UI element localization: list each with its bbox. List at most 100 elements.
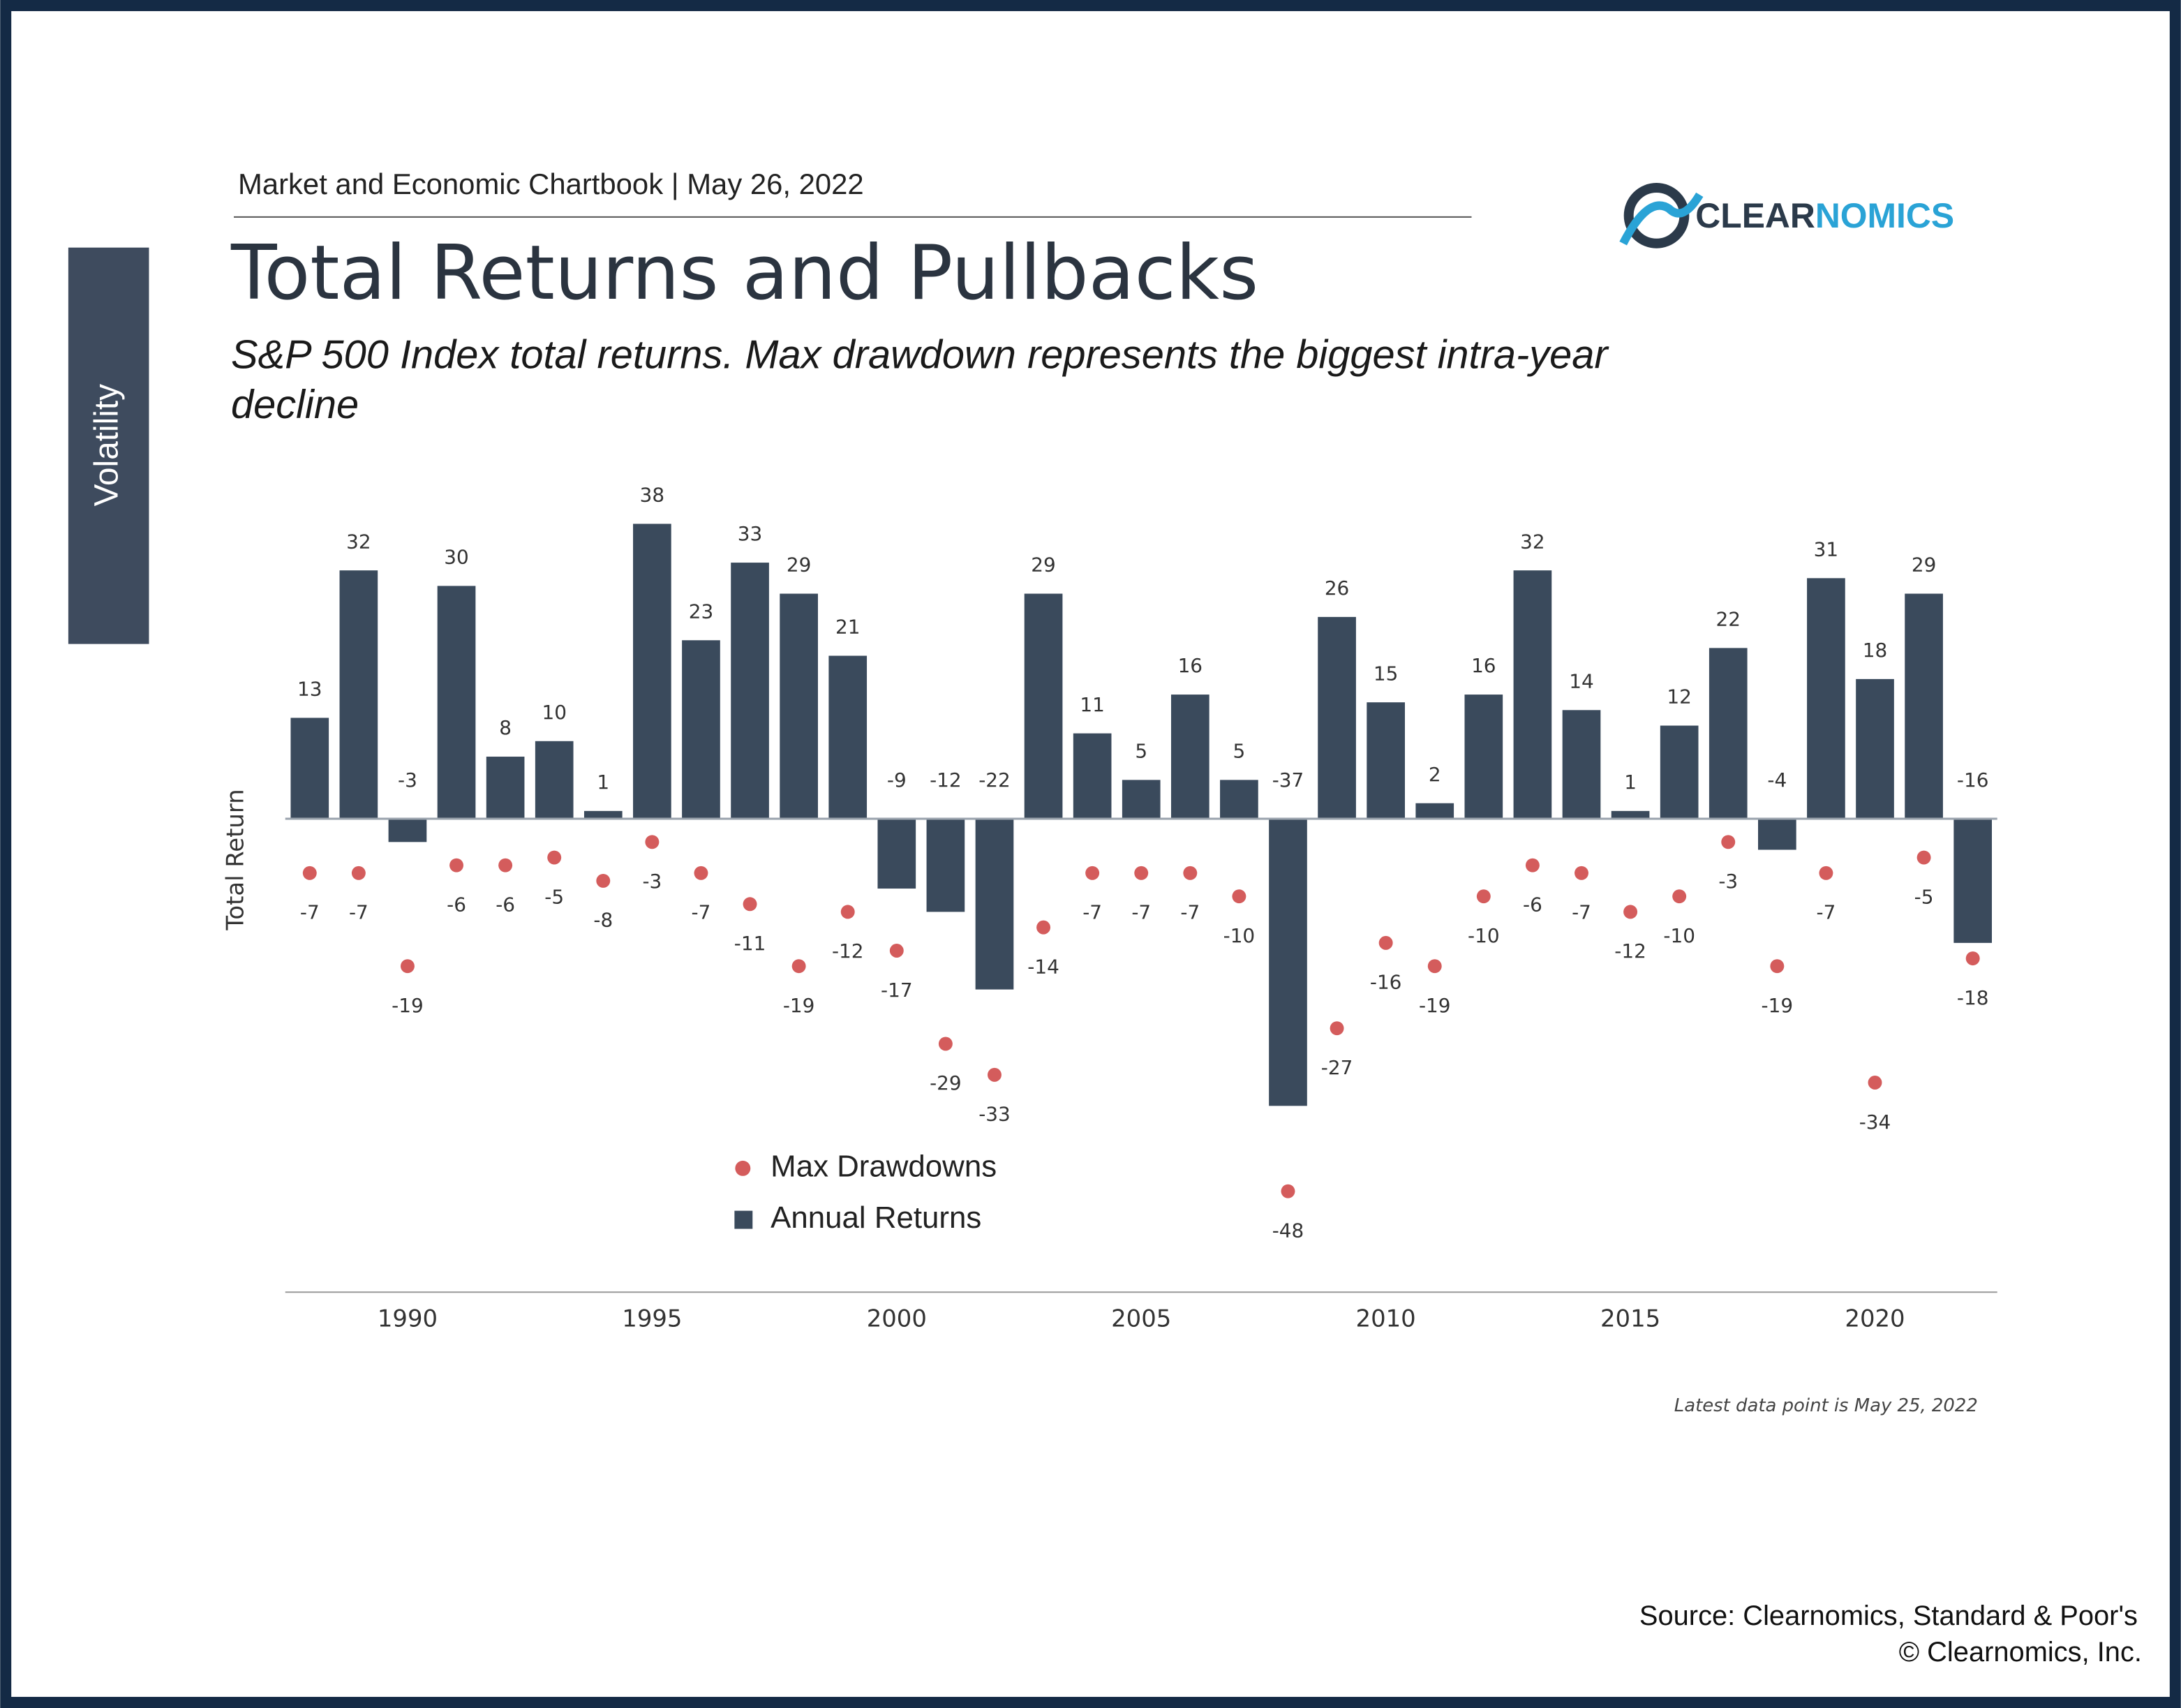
drawdown-label: -19 <box>1762 994 1794 1017</box>
bar-label: 30 <box>444 546 468 569</box>
drawdown-dot <box>1525 858 1540 872</box>
bar-label: -16 <box>1957 768 1989 792</box>
drawdown-label: -7 <box>349 901 369 924</box>
bar <box>1611 810 1650 819</box>
x-tick-label: 2020 <box>1845 1305 1905 1332</box>
drawdown-label: -8 <box>593 909 613 932</box>
drawdown-label: -5 <box>544 885 564 908</box>
drawdown-label: -12 <box>832 940 864 963</box>
bar-label: 31 <box>1814 537 1838 560</box>
bar <box>1220 780 1258 819</box>
bar <box>1073 733 1112 819</box>
bar <box>1709 648 1748 819</box>
x-tick-label: 2015 <box>1600 1305 1660 1332</box>
drawdown-dot <box>1378 935 1393 950</box>
chart-subtitle: decline <box>231 383 359 427</box>
bar-label: 11 <box>1080 693 1104 716</box>
drawdown-dot <box>1427 959 1442 974</box>
drawdown-label: -7 <box>1082 901 1102 924</box>
drawdown-label: -11 <box>734 932 766 955</box>
bar <box>731 563 769 819</box>
drawdown-label: -12 <box>1614 940 1646 963</box>
drawdown-dot <box>1476 889 1491 904</box>
bar <box>1856 678 1894 819</box>
chart-title: Total Returns and Pullbacks <box>230 230 1258 317</box>
drawdown-label: -3 <box>642 870 662 893</box>
note: Latest data point is May 25, 2022 <box>1674 1395 1978 1416</box>
bar-label: 14 <box>1569 669 1593 692</box>
bar <box>486 757 525 819</box>
bar-label: 10 <box>542 701 566 724</box>
bar-label: 13 <box>297 678 322 701</box>
bar <box>975 818 1014 990</box>
drawdown-dot <box>1183 866 1198 880</box>
bar <box>877 818 916 889</box>
bar-label: 12 <box>1667 685 1691 708</box>
drawdown-dot <box>1575 866 1588 880</box>
drawdown-dot <box>449 858 464 872</box>
drawdown-label: -17 <box>881 979 913 1002</box>
drawdown-dot <box>645 835 660 849</box>
drawdown-dot <box>1232 889 1246 904</box>
drawdown-dot <box>351 866 366 880</box>
bar-label: -3 <box>398 768 417 792</box>
drawdown-dot <box>498 858 513 872</box>
bar-label: 21 <box>835 616 860 639</box>
x-tick-label: 2000 <box>867 1305 927 1332</box>
drawdown-label: -6 <box>447 893 466 916</box>
bar-label: -22 <box>978 768 1011 792</box>
bar <box>1318 616 1356 819</box>
bar <box>1905 593 1943 819</box>
logo-part: NOMICS <box>1815 196 1954 235</box>
bar <box>1024 593 1063 819</box>
x-tick-label: 1995 <box>622 1305 682 1332</box>
drawdown-label: -7 <box>1817 901 1836 924</box>
bar-label: -9 <box>887 768 907 792</box>
bar-label: 18 <box>1863 639 1887 662</box>
bar-label: 16 <box>1178 654 1203 677</box>
drawdown-dot <box>938 1037 953 1051</box>
drawdown-label: -10 <box>1468 924 1500 947</box>
bar <box>388 818 427 842</box>
bar-label: 32 <box>1520 530 1544 553</box>
drawdown-dot <box>791 959 806 974</box>
chart-subtitle: S&P 500 Index total returns. Max drawdow… <box>231 332 1609 377</box>
drawdown-dot <box>302 866 317 880</box>
logo: CLEARNOMICS <box>1619 183 1954 248</box>
section-tab <box>68 247 149 644</box>
bar <box>1122 780 1161 819</box>
drawdown-label: -7 <box>1572 901 1591 924</box>
bar <box>926 818 965 912</box>
bar <box>1269 818 1307 1106</box>
drawdown-dot <box>1965 951 1980 966</box>
drawdown-dot <box>1085 866 1100 880</box>
drawdown-label: -6 <box>496 893 515 916</box>
y-axis-label: Total Return <box>222 789 249 930</box>
legend-marker <box>735 1160 751 1176</box>
drawdown-dot <box>1770 959 1785 974</box>
drawdown-dot <box>889 944 904 958</box>
drawdown-dot <box>1916 850 1931 865</box>
bar-label: 29 <box>1031 554 1055 577</box>
drawdown-label: -3 <box>1718 870 1738 893</box>
drawdown-dot <box>988 1067 1002 1082</box>
bar-label: -12 <box>930 768 962 792</box>
bar <box>1758 818 1796 850</box>
bar-label: 5 <box>1233 740 1246 763</box>
bar <box>1415 803 1454 819</box>
section-tab-label: Volatility <box>88 384 125 506</box>
drawdown-dot <box>743 897 757 912</box>
bar <box>1953 818 1993 943</box>
drawdown-dot <box>596 873 611 888</box>
bar-label: 2 <box>1429 763 1441 786</box>
chartbook-label: Market and Economic Chartbook | May 26, … <box>238 168 864 200</box>
bar <box>780 593 818 819</box>
bar-label: 1 <box>1624 771 1637 794</box>
bar <box>1513 570 1552 819</box>
drawdown-dot <box>400 959 415 974</box>
x-tick-label: 2005 <box>1111 1305 1171 1332</box>
legend-label: Max Drawdowns <box>771 1149 997 1183</box>
drawdown-dot <box>547 850 562 865</box>
legend-marker <box>734 1210 753 1229</box>
